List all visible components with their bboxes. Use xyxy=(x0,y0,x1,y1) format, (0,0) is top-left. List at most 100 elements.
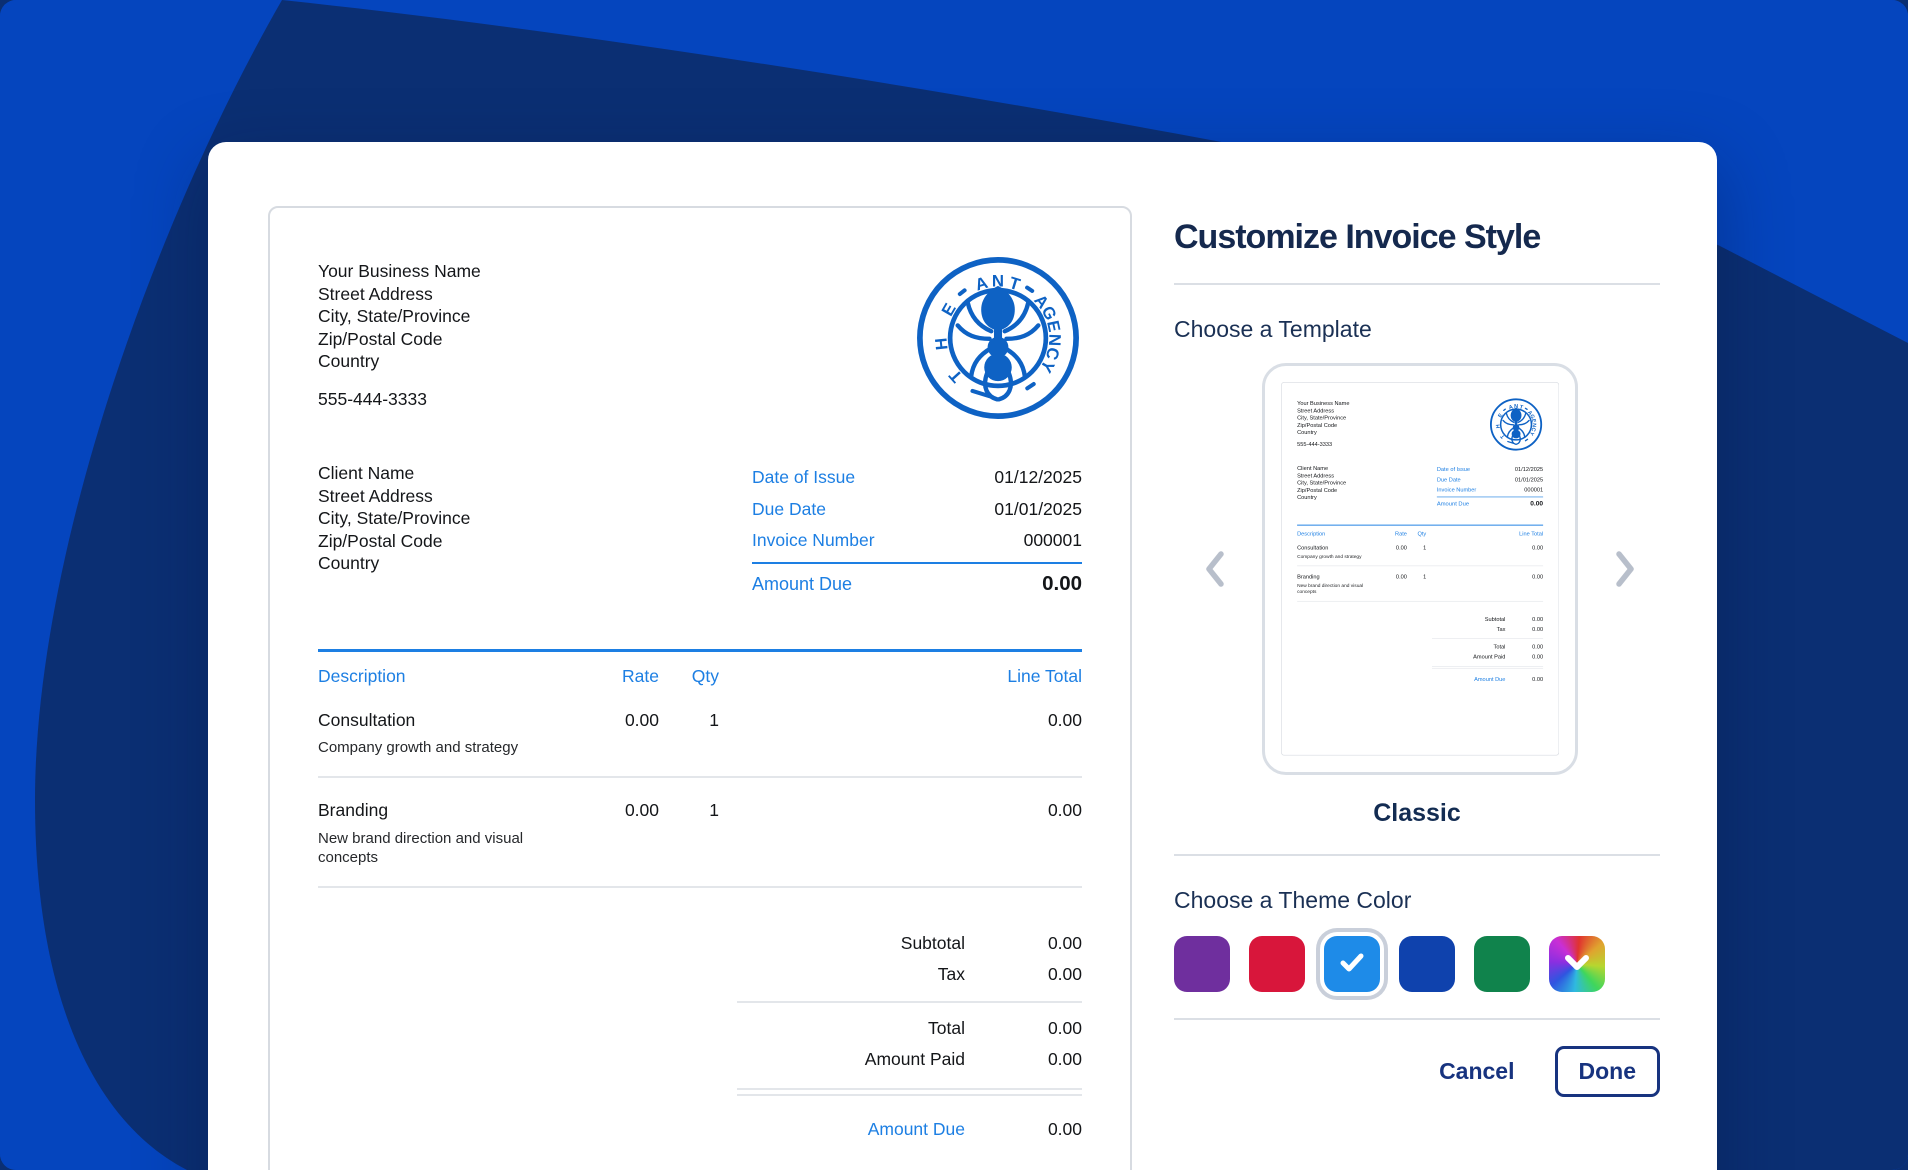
invoice-preview: Your Business Name Street Address City, … xyxy=(1281,382,1559,756)
item-description: New brand direction and visual concepts xyxy=(1297,582,1364,595)
row-divider xyxy=(318,885,1082,888)
total-label: Total xyxy=(1493,643,1506,650)
color-swatch-red[interactable] xyxy=(1249,936,1305,992)
svg-text:N: N xyxy=(1514,404,1518,410)
svg-text:H: H xyxy=(1495,424,1501,429)
amount-paid-row: Amount Paid 0.00 xyxy=(1432,652,1543,662)
due-date-label: Due Date xyxy=(1436,476,1461,483)
meta-divider xyxy=(1436,496,1544,498)
invoice-number-value: 000001 xyxy=(1524,486,1544,493)
svg-text:T: T xyxy=(1499,432,1506,439)
col-line-total: Line Total xyxy=(1519,530,1544,537)
item-line-total: 0.00 xyxy=(1047,800,1082,820)
final-amount-due-row: Amount Due 0.00 xyxy=(737,1096,1082,1146)
color-swatch-royal-blue[interactable] xyxy=(1399,936,1455,992)
col-line-total: Line Total xyxy=(1007,666,1082,686)
due-date-value: 01/01/2025 xyxy=(1514,476,1544,483)
color-swatch-green[interactable] xyxy=(1474,936,1530,992)
amount-due-summary: Amount Due 0.00 xyxy=(752,571,1082,596)
meta-row-date-of-issue: Date of Issue 01/12/2025 xyxy=(752,462,1082,494)
date-of-issue-label: Date of Issue xyxy=(752,467,856,487)
business-street: Street Address xyxy=(318,283,433,304)
row-divider xyxy=(1297,565,1544,567)
total-row: Total 0.00 xyxy=(737,1013,1082,1045)
invoice-header: Your Business Name Street Address City, … xyxy=(318,257,1082,419)
amount-paid-row: Amount Paid 0.00 xyxy=(737,1044,1082,1076)
business-country: Country xyxy=(318,351,380,371)
final-amount-due-label: Amount Due xyxy=(867,1118,965,1139)
invoice-header: Your Business Name Street Address City, … xyxy=(1297,398,1543,451)
subtotal-label: Subtotal xyxy=(900,932,965,953)
final-amount-due-value: 0.00 xyxy=(1532,675,1544,683)
meta-row-due-date: Due Date 01/01/2025 xyxy=(752,494,1082,526)
meta-row-invoice-number: Invoice Number 000001 xyxy=(752,525,1082,557)
item-line-total: 0.00 xyxy=(1532,573,1544,580)
next-template-button[interactable] xyxy=(1608,544,1642,594)
business-address-block: Your Business Name Street Address City, … xyxy=(318,260,1082,410)
svg-text:E: E xyxy=(1530,418,1537,423)
svg-text:T: T xyxy=(1007,273,1023,294)
subtotal-label: Subtotal xyxy=(1484,615,1506,623)
amount-paid-value: 0.00 xyxy=(1532,653,1544,660)
business-street: Street Address xyxy=(1297,406,1335,414)
item-description: Company growth and strategy xyxy=(318,739,519,756)
item-rate: 0.00 xyxy=(624,800,659,820)
business-name: Your Business Name xyxy=(318,261,481,281)
col-rate: Rate xyxy=(1394,530,1407,537)
item-name: Consultation xyxy=(1297,544,1329,551)
color-swatch-purple[interactable] xyxy=(1174,936,1230,992)
amount-due-label: Amount Due xyxy=(1436,500,1470,507)
divider xyxy=(1174,1018,1660,1020)
table-row: Branding 0.00 1 0.00 New brand direction… xyxy=(318,778,1082,867)
date-of-issue-value: 01/12/2025 xyxy=(1514,466,1544,473)
subtotal-row: Subtotal 0.00 xyxy=(1432,614,1543,624)
color-swatch-light-blue-selected[interactable] xyxy=(1324,936,1380,992)
amount-paid-label: Amount Paid xyxy=(864,1049,965,1069)
business-city: City, State/Province xyxy=(1297,414,1347,421)
template-thumbnail-classic[interactable]: Your Business Name Street Address City, … xyxy=(1262,363,1578,775)
table-header-row: Description Rate Qty Line Total xyxy=(318,652,1082,688)
meta-row-due-date: Due Date 01/01/2025 xyxy=(1437,475,1543,485)
business-name: Your Business Name xyxy=(1297,399,1350,407)
done-button[interactable]: Done xyxy=(1554,1046,1660,1097)
item-qty: 1 xyxy=(709,800,719,820)
col-qty: Qty xyxy=(1417,530,1427,537)
item-line-total: 0.00 xyxy=(1532,544,1544,551)
previous-template-button[interactable] xyxy=(1198,544,1232,594)
divider xyxy=(1174,283,1660,285)
totals-divider xyxy=(737,1000,1082,1003)
date-of-issue-label: Date of Issue xyxy=(1436,466,1471,473)
customize-panel: Customize Invoice Style Choose a Templat… xyxy=(1174,142,1660,1097)
invoice-preview: Your Business Name Street Address City, … xyxy=(268,206,1132,1170)
totals-section: Subtotal 0.00 Tax 0.00 Total 0.00 Amount… xyxy=(737,928,1082,1146)
client-name: Client Name xyxy=(1297,464,1329,472)
ant-agency-logo-icon: A N T T H E A G E N C Y xyxy=(914,254,1082,422)
subtotal-value: 0.00 xyxy=(1047,932,1082,953)
item-description: New brand direction and visual concepts xyxy=(318,829,524,866)
chevron-down-icon xyxy=(1562,952,1592,977)
svg-text:N: N xyxy=(1045,334,1064,347)
table-top-rule xyxy=(1297,524,1544,526)
row-divider xyxy=(318,776,1082,778)
subtotal-value: 0.00 xyxy=(1532,615,1544,623)
amount-due-value: 0.00 xyxy=(1042,571,1082,595)
line-items-table: Description Rate Qty Line Total Consulta… xyxy=(318,649,1082,888)
invoice-preview-slot: Your Business Name Street Address City, … xyxy=(268,206,1132,1170)
client-street: Street Address xyxy=(318,485,433,506)
cancel-button[interactable]: Cancel xyxy=(1437,1054,1516,1089)
item-description: Company growth and strategy xyxy=(1297,553,1362,560)
client-zip: Zip/Postal Code xyxy=(1297,486,1338,493)
meta-divider xyxy=(752,561,1082,564)
page-title: Customize Invoice Style xyxy=(1174,218,1541,256)
item-line-total: 0.00 xyxy=(1047,709,1082,730)
business-zip: Zip/Postal Code xyxy=(318,328,443,349)
amount-due-value: 0.00 xyxy=(1530,499,1544,508)
client-city: City, State/Province xyxy=(318,508,471,528)
final-amount-due-row: Amount Due 0.00 xyxy=(1432,668,1543,684)
invoice-number-value: 000001 xyxy=(1023,530,1082,550)
business-city: City, State/Province xyxy=(318,306,471,326)
business-phone: 555-444-3333 xyxy=(1297,440,1333,448)
business-zip: Zip/Postal Code xyxy=(1297,421,1338,428)
color-swatch-custom-rainbow[interactable] xyxy=(1549,936,1605,992)
